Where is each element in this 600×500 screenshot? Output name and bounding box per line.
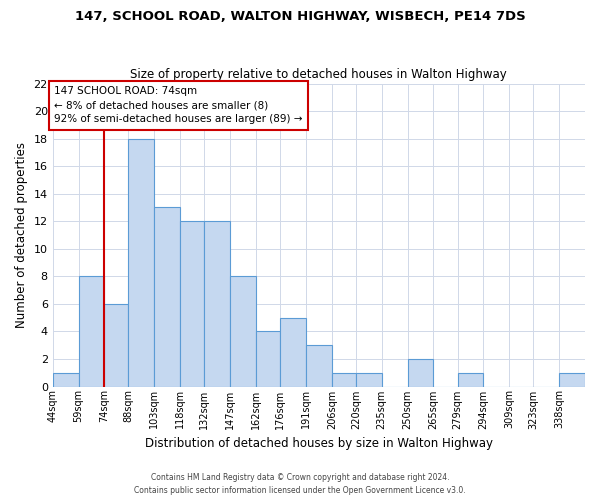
Bar xyxy=(356,372,382,386)
Bar xyxy=(458,372,484,386)
Bar xyxy=(407,359,433,386)
Bar xyxy=(559,372,585,386)
Bar xyxy=(180,222,204,386)
Bar xyxy=(204,222,230,386)
Bar xyxy=(104,304,128,386)
Bar xyxy=(128,138,154,386)
Bar xyxy=(332,372,356,386)
X-axis label: Distribution of detached houses by size in Walton Highway: Distribution of detached houses by size … xyxy=(145,437,493,450)
Y-axis label: Number of detached properties: Number of detached properties xyxy=(15,142,28,328)
Bar xyxy=(256,332,280,386)
Bar xyxy=(79,276,104,386)
Text: Contains HM Land Registry data © Crown copyright and database right 2024.
Contai: Contains HM Land Registry data © Crown c… xyxy=(134,474,466,495)
Text: 147 SCHOOL ROAD: 74sqm
← 8% of detached houses are smaller (8)
92% of semi-detac: 147 SCHOOL ROAD: 74sqm ← 8% of detached … xyxy=(55,86,303,124)
Bar xyxy=(230,276,256,386)
Title: Size of property relative to detached houses in Walton Highway: Size of property relative to detached ho… xyxy=(130,68,507,81)
Text: 147, SCHOOL ROAD, WALTON HIGHWAY, WISBECH, PE14 7DS: 147, SCHOOL ROAD, WALTON HIGHWAY, WISBEC… xyxy=(74,10,526,23)
Bar xyxy=(154,208,180,386)
Bar xyxy=(280,318,306,386)
Bar xyxy=(53,372,79,386)
Bar xyxy=(306,345,332,387)
